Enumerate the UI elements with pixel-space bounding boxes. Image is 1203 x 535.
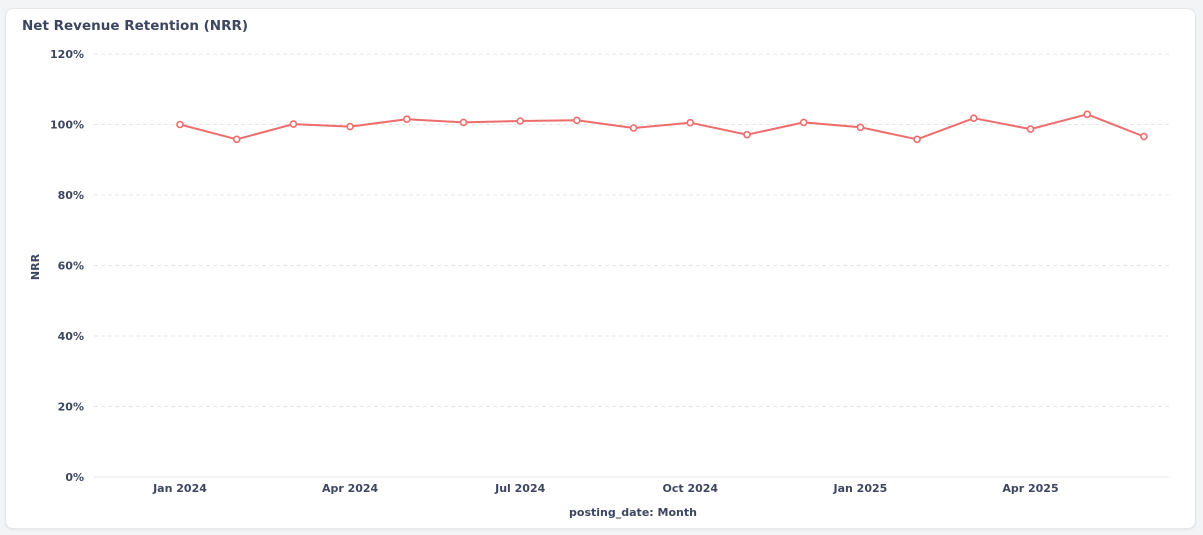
data-point[interactable] [289,120,298,128]
x-tick-label: Jan 2024 [152,482,207,495]
data-point[interactable] [743,130,751,139]
x-tick-label: Apr 2024 [322,482,379,495]
data-point[interactable] [346,122,354,131]
data-point[interactable] [1140,132,1148,141]
data-point[interactable] [799,118,808,127]
x-tick-labels: Jan 2024 Apr 2024 Jul 2024 Oct 2024 Jan 2025… [152,482,1059,495]
data-point[interactable] [573,116,581,125]
data-point[interactable] [232,135,241,144]
data-point[interactable] [856,123,865,132]
data-point[interactable] [459,118,468,127]
series-line [179,113,1145,141]
y-tick-label: 80% [58,189,84,202]
data-point[interactable] [969,114,978,122]
grid-lines [94,53,1169,478]
y-tick-labels: 0% 20% 40% 60% 80% 100% 120% [50,48,84,484]
x-tick-label: Jan 2025 [833,482,888,495]
y-tick-label: 40% [58,330,84,343]
data-point[interactable] [913,135,921,144]
data-point[interactable] [629,124,638,132]
y-tick-label: 0% [65,471,84,484]
data-point[interactable] [1083,110,1091,119]
y-tick-label: 20% [58,401,84,414]
chart-title: Net Revenue Retention (NRR) [22,18,249,34]
y-axis-title: NRR [29,253,42,280]
data-point[interactable] [516,117,525,125]
y-tick-label: 60% [58,260,84,273]
x-axis-title: posting_date: Month [569,506,697,519]
x-tick-label: Oct 2024 [663,482,719,495]
series-layer [176,110,1148,144]
data-point[interactable] [1026,125,1035,133]
y-tick-label: 100% [50,119,84,132]
x-tick-label: Jul 2024 [494,482,545,495]
nrr-line-chart: 0%20%40%60%80%100%120% Jan 2024 Apr 2024 J… [29,48,1169,519]
data-point[interactable] [176,120,184,129]
y-tick-label: 120% [50,48,84,61]
chart-card: Net Revenue Retention (NRR) 0% 20% 40% 60% 8… [5,8,1196,529]
data-point[interactable] [686,118,695,127]
x-tick-label: Apr 2025 [1002,482,1058,495]
data-point[interactable] [402,115,411,123]
